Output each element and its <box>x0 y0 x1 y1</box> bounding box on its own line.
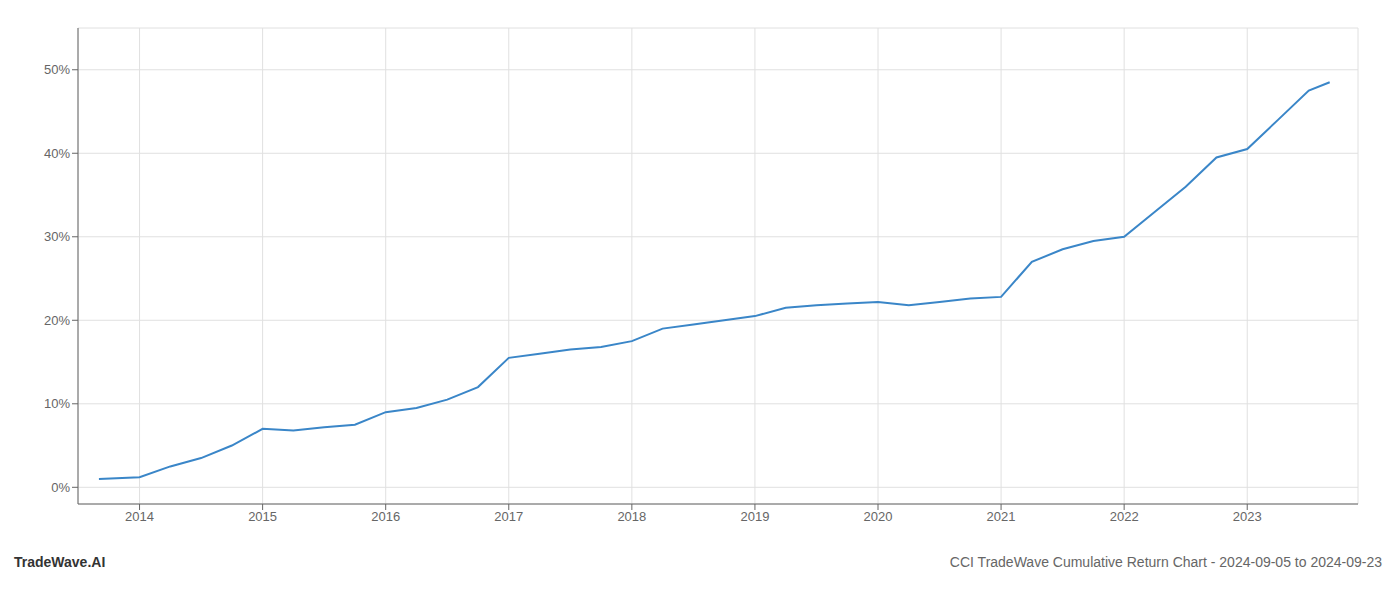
svg-text:2017: 2017 <box>494 509 523 524</box>
svg-text:2018: 2018 <box>617 509 646 524</box>
svg-text:2015: 2015 <box>248 509 277 524</box>
html-text:TradeWave.AI: TradeWave.AI <box>14 554 106 570</box>
svg-text:2016: 2016 <box>371 509 400 524</box>
svg-text:10%: 10% <box>44 396 70 411</box>
svg-text:20%: 20% <box>44 313 70 328</box>
svg-text:30%: 30% <box>44 229 70 244</box>
svg-text:2021: 2021 <box>987 509 1016 524</box>
svg-text:2020: 2020 <box>864 509 893 524</box>
svg-text:2023: 2023 <box>1233 509 1262 524</box>
svg-text:0%: 0% <box>51 480 70 495</box>
html-text:CCI TradeWave Cumulative Retur: CCI TradeWave Cumulative Return Chart - … <box>949 554 1382 570</box>
svg-text:50%: 50% <box>44 62 70 77</box>
svg-text:2014: 2014 <box>125 509 154 524</box>
svg-text:40%: 40% <box>44 146 70 161</box>
svg-text:2022: 2022 <box>1110 509 1139 524</box>
svg-text:2019: 2019 <box>740 509 769 524</box>
